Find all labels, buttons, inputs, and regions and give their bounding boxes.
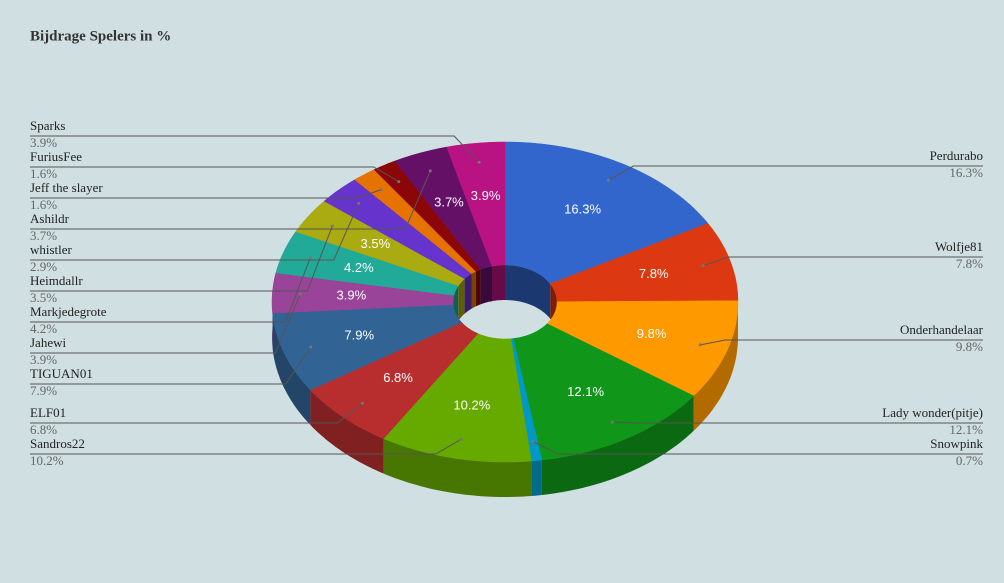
- slice-label: 9.8%: [637, 326, 667, 341]
- legend-value: 16.3%: [949, 165, 983, 180]
- legend-label: Lady wonder(pitje): [882, 405, 983, 420]
- legend-label: Markjedegrote: [30, 304, 107, 319]
- leader-line: [30, 293, 301, 354]
- leader-line: [30, 135, 480, 163]
- legend-value: 3.9%: [30, 135, 57, 150]
- legend-value: 3.5%: [30, 290, 57, 305]
- slice-label: 12.1%: [567, 384, 604, 399]
- legend-label: Jeff the slayer: [30, 180, 103, 195]
- slice-label: 16.3%: [564, 202, 601, 217]
- leader-dot: [330, 224, 334, 228]
- legend-label: Wolfje81: [935, 239, 983, 254]
- leader-dot: [531, 439, 535, 443]
- slice-side: [310, 389, 384, 474]
- slice-label: 7.8%: [639, 266, 669, 281]
- leader-line: [30, 166, 400, 183]
- slice-label: 10.2%: [453, 397, 490, 412]
- leader-line: [702, 256, 983, 267]
- slice-inner-side: [505, 265, 551, 319]
- leader-line: [532, 441, 983, 455]
- legend-value: 1.6%: [30, 197, 57, 212]
- leader-line: [700, 339, 983, 346]
- leader-dot: [477, 160, 481, 164]
- legend-label: FuriusFee: [30, 149, 82, 164]
- leader-dot: [459, 437, 463, 441]
- slice-inner-side: [480, 266, 492, 305]
- slice-inner-side: [464, 273, 472, 314]
- chart-title: Bijdrage Spelers in %: [30, 28, 171, 44]
- leader-dot: [397, 180, 401, 184]
- legend-label: ELF01: [30, 405, 66, 420]
- leader-line: [612, 421, 983, 424]
- legend-value: 1.6%: [30, 166, 57, 181]
- slice-inner-side: [471, 271, 476, 309]
- slice-side: [531, 460, 542, 496]
- slice-label: 7.9%: [344, 327, 374, 342]
- legend-label: Heimdallr: [30, 273, 83, 288]
- legend-value: 12.1%: [949, 422, 983, 437]
- leader-line: [30, 203, 360, 261]
- legend-value: 2.9%: [30, 259, 57, 274]
- leader-line: [30, 402, 363, 424]
- legend-label: Sandros22: [30, 436, 85, 451]
- slice-side: [383, 438, 532, 497]
- leader-line: [608, 165, 983, 181]
- legend-label: Sparks: [30, 118, 65, 133]
- leader-dot: [361, 401, 365, 405]
- legend-label: Snowpink: [930, 436, 983, 451]
- legend-label: Onderhandelaar: [900, 322, 984, 337]
- legend-value: 3.7%: [30, 228, 57, 243]
- leader-dot: [701, 264, 705, 268]
- slice-inner-side: [458, 278, 465, 321]
- leader-dot: [379, 188, 383, 192]
- legend-label: Ashildr: [30, 211, 70, 226]
- legend-value: 4.2%: [30, 321, 57, 336]
- slice-label: 6.8%: [383, 370, 413, 385]
- legend-label: Perdurabo: [930, 148, 983, 163]
- legend-value: 10.2%: [30, 453, 64, 468]
- slice-side: [693, 300, 738, 431]
- legend-value: 6.8%: [30, 422, 57, 437]
- leader-dot: [357, 201, 361, 205]
- legend-value: 3.9%: [30, 352, 57, 367]
- slice-label: 3.9%: [471, 188, 501, 203]
- legend-label: whistler: [30, 242, 73, 257]
- slice-side: [272, 313, 311, 425]
- slice: [446, 141, 506, 267]
- leader-dot: [606, 178, 610, 182]
- leader-dot: [428, 169, 432, 173]
- slice-label: 3.7%: [434, 194, 464, 209]
- slice-label: 3.9%: [337, 287, 367, 302]
- leader-dot: [610, 420, 614, 424]
- leader-dot: [298, 292, 302, 296]
- legend-value: 7.9%: [30, 383, 57, 398]
- legend-value: 7.8%: [956, 256, 983, 271]
- leader-line: [30, 170, 431, 230]
- slice-side: [541, 395, 694, 495]
- leader-line: [30, 225, 333, 292]
- leader-dot: [308, 256, 312, 260]
- slice-label: 4.2%: [344, 260, 374, 275]
- slice-inner-side: [475, 269, 481, 307]
- leader-line: [30, 189, 382, 199]
- legend-label: TIGUAN01: [30, 366, 93, 381]
- legend-value: 9.8%: [956, 339, 983, 354]
- legend-value: 0.7%: [956, 453, 983, 468]
- slice-label: 3.5%: [361, 236, 391, 251]
- leader-line: [30, 439, 462, 455]
- leader-dot: [698, 343, 702, 347]
- leader-line: [30, 257, 311, 323]
- leader-dot: [309, 345, 313, 349]
- leader-line: [30, 346, 312, 385]
- slice-inner-side: [492, 265, 505, 302]
- legend-label: Jahewi: [30, 335, 66, 350]
